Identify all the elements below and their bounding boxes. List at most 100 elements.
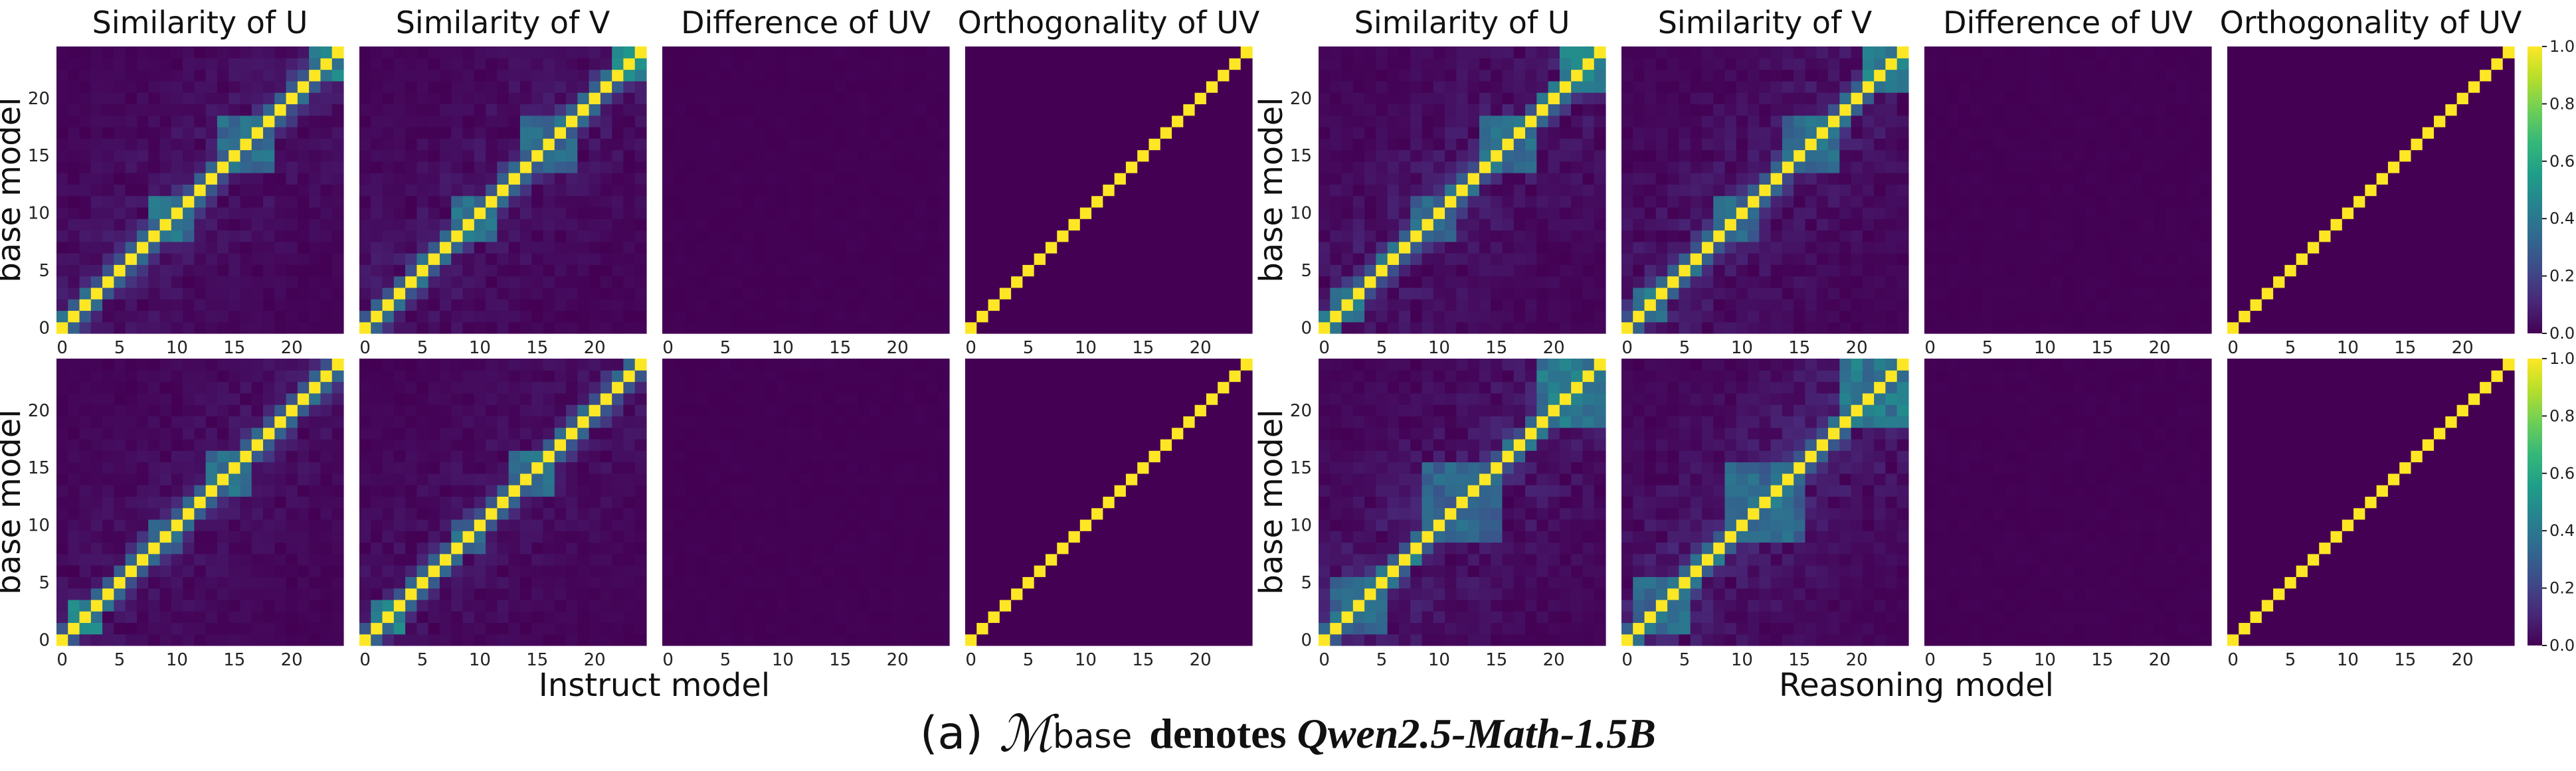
heatmap-cell — [634, 69, 647, 82]
heatmap-cell — [777, 287, 789, 300]
heatmap-cell — [880, 565, 893, 577]
heatmap-cell — [926, 438, 939, 451]
heatmap-cell — [531, 104, 544, 116]
heatmap-cell — [674, 565, 686, 577]
heatmap-cell — [1229, 299, 1242, 311]
heatmap-cell — [543, 404, 555, 416]
heatmap-cell — [965, 576, 977, 589]
heatmap-cell — [462, 438, 475, 451]
heatmap-cell — [589, 392, 601, 405]
heatmap-cell — [811, 253, 824, 265]
heatmap-cell — [662, 253, 674, 265]
heatmap-cell — [136, 576, 149, 589]
heatmap-cell — [114, 553, 126, 566]
heatmap-cell — [554, 370, 567, 383]
heatmap-cell — [674, 542, 686, 555]
heatmap-cell — [171, 104, 183, 116]
heatmap-cell — [811, 149, 824, 162]
heatmap-cell — [577, 622, 590, 635]
heatmap-cell — [217, 588, 229, 600]
heatmap-cell — [869, 462, 881, 474]
heatmap-cell — [600, 542, 612, 555]
heatmap-cell — [1240, 416, 1253, 428]
heatmap-cell — [965, 138, 977, 151]
heatmap-cell — [915, 195, 927, 208]
heatmap-cell — [1194, 46, 1207, 58]
heatmap-cell — [263, 496, 275, 509]
heatmap-cell — [1160, 80, 1172, 93]
heatmap-cell — [554, 173, 567, 185]
heatmap-cell — [320, 230, 333, 242]
heatmap-cell — [999, 519, 1012, 531]
heatmap-cell — [171, 321, 183, 334]
heatmap-cell — [331, 553, 344, 566]
heatmap-cell — [674, 359, 686, 371]
heatmap-cell — [159, 519, 172, 531]
heatmap-cell — [1103, 542, 1115, 555]
heatmap-cell — [462, 576, 475, 589]
heatmap-cell — [194, 218, 207, 231]
heatmap-cell — [274, 370, 287, 383]
heatmap-cell — [800, 381, 812, 394]
heatmap-cell — [696, 507, 709, 520]
heatmap-cell — [194, 299, 207, 311]
heatmap-cell — [297, 58, 310, 70]
heatmap-cell — [869, 126, 881, 139]
heatmap-cell — [1079, 507, 1092, 520]
heatmap-cell — [497, 58, 509, 70]
heatmap-cell — [240, 149, 252, 162]
heatmap-cell — [382, 427, 395, 440]
heatmap-cell — [822, 519, 835, 531]
heatmap-cell — [589, 46, 601, 58]
heatmap-cell — [1091, 104, 1103, 116]
heatmap-cell — [880, 195, 893, 208]
heatmap-cell — [56, 588, 68, 600]
heatmap-cell — [183, 392, 195, 405]
heatmap-cell — [965, 438, 977, 451]
heatmap-cell — [68, 519, 80, 531]
heatmap-cell — [217, 622, 229, 635]
heatmap-cell — [114, 438, 126, 451]
heatmap-cell — [1149, 622, 1161, 635]
heatmap-cell — [891, 622, 904, 635]
heatmap-cell — [869, 264, 881, 277]
heatmap-cell — [382, 496, 395, 509]
heatmap-cell — [1045, 149, 1058, 162]
heatmap-cell — [1206, 392, 1218, 405]
heatmap-cell — [1057, 450, 1069, 463]
heatmap-cell — [205, 80, 218, 93]
heatmap-cell — [462, 241, 475, 254]
heatmap-cell — [800, 264, 812, 277]
heatmap-cell — [1149, 542, 1161, 555]
heatmap-cell — [497, 287, 509, 300]
heatmap-cell — [1218, 599, 1230, 612]
heatmap-cell — [1011, 392, 1023, 405]
heatmap-cell — [846, 149, 858, 162]
heatmap-cell — [194, 126, 207, 139]
heatmap-cell — [159, 450, 172, 463]
heatmap-cell — [371, 46, 383, 58]
heatmap-cell — [685, 241, 697, 254]
heatmap-cell — [148, 392, 161, 405]
heatmap-cell — [634, 507, 647, 520]
heatmap-cell — [1022, 404, 1035, 416]
heatmap-cell — [1068, 241, 1081, 254]
heatmap-cell — [612, 473, 624, 485]
heatmap-cell — [263, 622, 275, 635]
heatmap-cell — [1137, 473, 1150, 485]
heatmap-cell — [1137, 241, 1150, 254]
heatmap-cell — [382, 531, 395, 543]
heatmap-cell — [674, 485, 686, 497]
heatmap-cell — [1114, 321, 1127, 334]
heatmap-cell — [685, 253, 697, 265]
heatmap-cell — [286, 92, 298, 104]
heatmap-cell — [1103, 588, 1115, 600]
heatmap-cell — [79, 115, 92, 128]
heatmap-cell — [1011, 599, 1023, 612]
heatmap-cell — [102, 321, 114, 334]
heatmap-cell — [788, 195, 800, 208]
heatmap-cell — [474, 253, 486, 265]
heatmap-cell — [1172, 427, 1184, 440]
heatmap-cell — [1206, 321, 1218, 334]
heatmap-cell — [79, 69, 92, 82]
